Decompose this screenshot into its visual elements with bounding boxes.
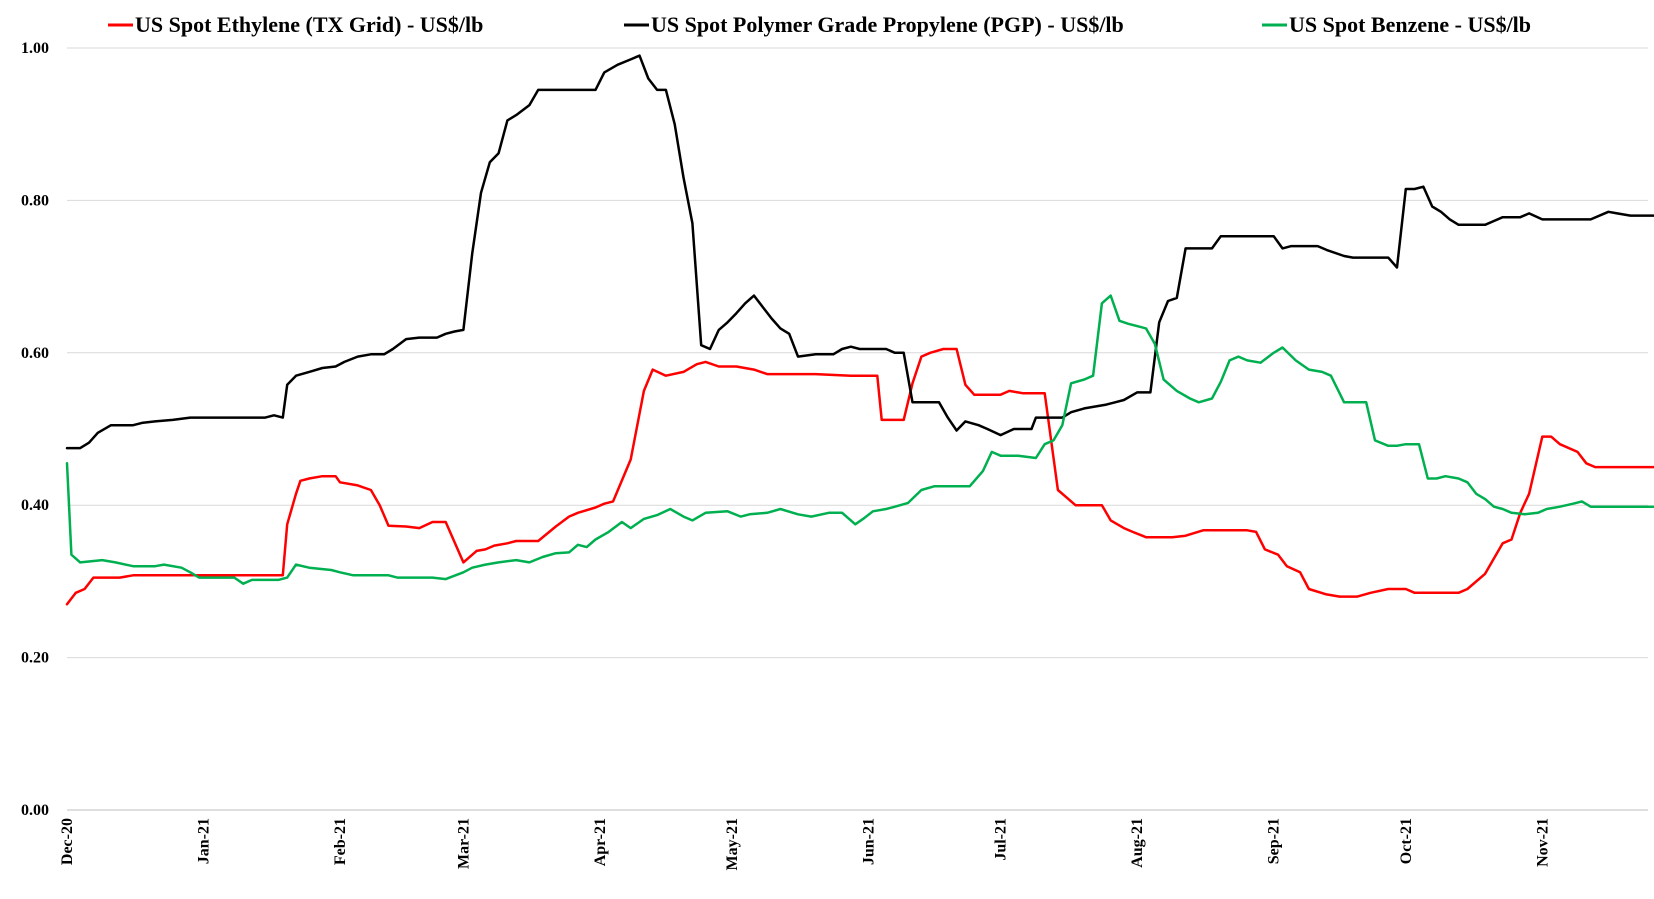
y-axis-ticks: 0.00 0.20 0.40 0.60 0.80 1.00 [21,40,49,819]
series-line-0 [65,347,1654,606]
x-tick-label: Dec-20 [59,818,76,865]
y-tick-label: 0.00 [21,802,49,819]
series-line-2 [65,294,1654,585]
series-lines [65,54,1654,606]
x-tick-label: Mar-21 [455,818,472,869]
x-tick-label: Aug-21 [1129,818,1146,868]
x-tick-label: Nov-21 [1534,818,1551,867]
legend-label-ethylene: US Spot Ethylene (TX Grid) - US$/lb [135,12,483,37]
y-tick-label: 1.00 [21,40,49,57]
x-tick-label: Oct-21 [1398,818,1415,864]
grid-lines [67,47,1648,659]
x-tick-label: Sep-21 [1266,818,1283,864]
legend: US Spot Ethylene (TX Grid) - US$/lb US S… [108,12,1531,37]
series-line-1 [65,54,1654,450]
y-tick-label: 0.60 [21,345,49,362]
legend-item-propylene: US Spot Polymer Grade Propylene (PGP) - … [624,12,1124,37]
x-axis-ticks: Dec-20 Jan-21 Feb-21 Mar-21 Apr-21 May-21 Jun-… [59,818,1551,870]
x-tick-label: Apr-21 [592,818,609,866]
x-tick-label: May-21 [724,818,741,870]
legend-item-benzene: US Spot Benzene - US$/lb [1262,12,1531,37]
y-tick-label: 0.20 [21,650,49,667]
legend-label-propylene: US Spot Polymer Grade Propylene (PGP) - … [651,12,1124,37]
legend-label-benzene: US Spot Benzene - US$/lb [1289,12,1531,37]
x-tick-label: Jul-21 [993,818,1010,861]
legend-item-ethylene: US Spot Ethylene (TX Grid) - US$/lb [108,12,483,37]
x-tick-label: Jun-21 [861,818,878,865]
y-tick-label: 0.80 [21,192,49,209]
x-tick-label: Jan-21 [196,818,213,864]
x-tick-label: Feb-21 [332,818,349,865]
y-tick-label: 0.40 [21,497,49,514]
